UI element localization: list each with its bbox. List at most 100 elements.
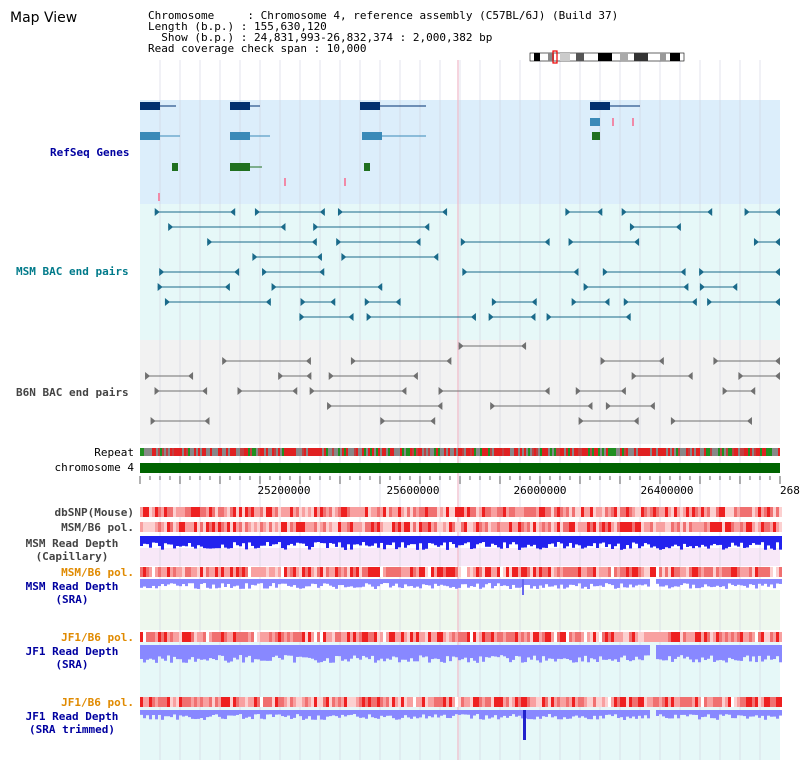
read-depth-bar [707, 536, 710, 549]
read-depth-bar [383, 579, 386, 584]
pol-cell [326, 697, 329, 707]
read-depth-bar [686, 645, 689, 657]
repeat-cell [520, 448, 522, 456]
read-depth-bar [605, 710, 608, 715]
read-depth-bar [254, 536, 257, 549]
pol-cell [299, 632, 302, 642]
pol-cell [665, 507, 668, 517]
refseq-gene [362, 132, 382, 140]
pol-cell [314, 522, 317, 532]
pol-cell [362, 697, 365, 707]
pol-cell [686, 507, 689, 517]
pol-cell [671, 507, 674, 517]
repeat-cell [400, 448, 402, 456]
read-depth-bar [482, 710, 485, 720]
pol-cell [449, 567, 452, 577]
pol-cell [764, 567, 767, 577]
read-depth-bar [269, 710, 272, 715]
read-depth-bar [695, 710, 698, 715]
pol-cell [461, 632, 464, 642]
pol-cell [644, 522, 647, 532]
pol-cell [452, 507, 455, 517]
read-depth-bar [458, 710, 461, 715]
read-depth-bar [464, 645, 467, 658]
b6n-bac-pair [605, 402, 611, 410]
read-depth-bar [431, 645, 434, 660]
pol-cell [506, 507, 509, 517]
track-label-b6n-bac[interactable]: B6N BAC end pairs [16, 386, 129, 399]
read-depth-bar [179, 645, 182, 660]
pol-cell [677, 522, 680, 532]
pol-cell [353, 507, 356, 517]
pol-cell [401, 697, 404, 707]
read-depth-bar [167, 710, 170, 717]
pol-cell [287, 632, 290, 642]
pol-cell [569, 697, 572, 707]
pol-cell [710, 567, 713, 577]
repeat-cell [420, 448, 422, 456]
read-depth-bar [611, 710, 614, 717]
read-depth-bar [488, 536, 491, 547]
repeat-cell [728, 448, 730, 456]
read-depth-bar [698, 536, 701, 548]
pol-cell [473, 632, 476, 642]
read-depth-bar [563, 645, 566, 659]
read-depth-bar [155, 579, 158, 589]
pol-cell [779, 567, 782, 577]
read-depth-bar [731, 710, 734, 719]
pol-cell [341, 507, 344, 517]
pol-cell [353, 567, 356, 577]
pol-cell [143, 507, 146, 517]
read-depth-bar [497, 645, 500, 658]
pol-cell [251, 632, 254, 642]
repeat-cell [566, 448, 568, 456]
pol-cell [578, 697, 581, 707]
pol-cell [317, 522, 320, 532]
read-depth-bar [278, 710, 281, 715]
read-depth-bar [284, 645, 287, 656]
repeat-cell [638, 448, 640, 456]
read-depth-bar [242, 710, 245, 719]
read-depth-bar [302, 645, 305, 658]
pol-cell [227, 567, 230, 577]
repeat-cell [682, 448, 684, 456]
pol-cell [518, 522, 521, 532]
read-depth-bar [347, 645, 350, 662]
refseq-gene [140, 132, 160, 140]
pol-cell [158, 522, 161, 532]
pol-cell [605, 632, 608, 642]
read-depth-bar [368, 710, 371, 715]
repeat-cell [500, 448, 502, 456]
pol-cell [368, 522, 371, 532]
pol-cell [527, 522, 530, 532]
refseq-gene [590, 102, 610, 110]
read-depth-bar [293, 710, 296, 718]
read-depth-bar [302, 536, 305, 544]
msm-bac-pair [299, 313, 305, 321]
track-label-msm-bac[interactable]: MSM BAC end pairs [16, 265, 129, 278]
read-depth-bar [572, 710, 575, 717]
read-depth-bar [323, 645, 326, 661]
repeat-cell [620, 448, 622, 456]
pol-cell [665, 632, 668, 642]
track-label-refseq[interactable]: RefSeq Genes [50, 146, 130, 159]
read-depth-bar [593, 536, 596, 544]
repeat-cell [270, 448, 272, 456]
pol-cell [707, 507, 710, 517]
read-depth-bar [353, 710, 356, 715]
read-depth-bar [209, 536, 212, 549]
pol-cell [692, 507, 695, 517]
pol-cell [263, 507, 266, 517]
read-depth-bar [239, 645, 242, 656]
b6n-bac-pair [327, 402, 333, 410]
read-depth-bar [230, 710, 233, 716]
read-depth-bar [668, 645, 671, 657]
pol-cell [575, 632, 578, 642]
repeat-cell [418, 448, 420, 456]
pol-cell [719, 697, 722, 707]
pol-cell [440, 522, 443, 532]
repeat-cell [440, 448, 442, 456]
repeat-cell [234, 448, 236, 456]
repeat-cell [154, 448, 156, 456]
